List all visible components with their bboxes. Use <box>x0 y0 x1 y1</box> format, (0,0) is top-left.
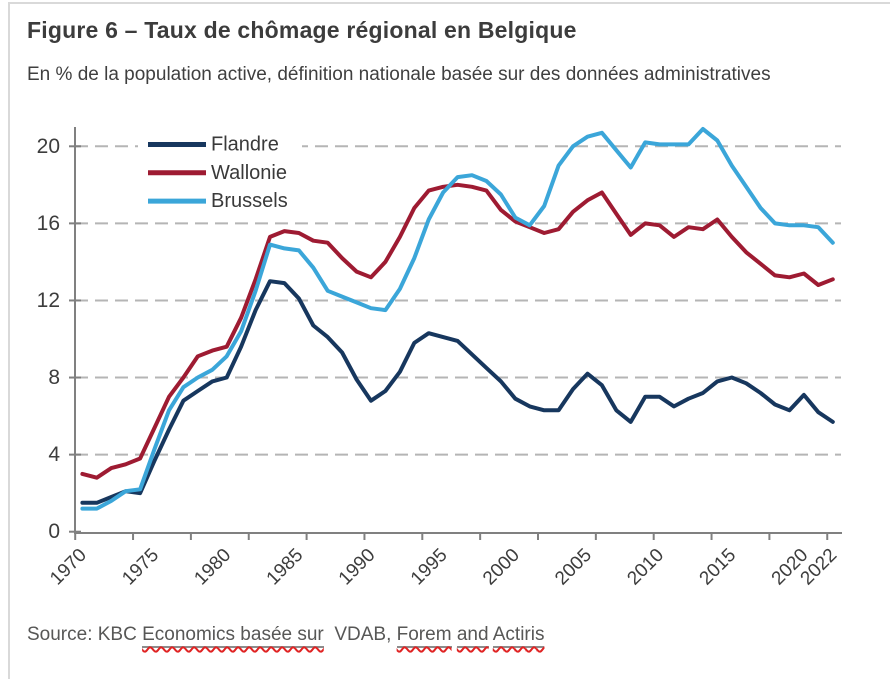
y-tick-label-8: 8 <box>48 366 60 389</box>
x-tick-label-1990: 1990 <box>335 545 380 590</box>
series-line-wallonie <box>80 182 835 480</box>
y-tick-label-16: 16 <box>37 212 60 235</box>
y-tick-label-0: 0 <box>48 520 60 543</box>
x-tick-label-1975: 1975 <box>118 545 163 590</box>
source-word-underlined: and <box>456 624 489 648</box>
legend-label-flandre: Flandre <box>211 134 279 156</box>
legend-label-wallonie: Wallonie <box>211 162 287 184</box>
y-tick-label-12: 12 <box>37 289 60 312</box>
source-word-underlined: Economics basée sur <box>142 624 324 648</box>
figure-subtitle: En % de la population active, définition… <box>27 64 771 85</box>
source-line: Source: KBC Economics basée sur VDAB, Fo… <box>27 624 867 648</box>
x-tick-label-1980: 1980 <box>190 545 235 590</box>
source-word-underlined: Forem <box>396 624 452 648</box>
x-tick-label-2015: 2015 <box>696 545 741 590</box>
legend-label-brussels: Brussels <box>211 190 288 212</box>
x-tick-label-2005: 2005 <box>551 545 596 590</box>
y-tick-label-4: 4 <box>48 443 60 466</box>
y-tick-label-20: 20 <box>37 135 60 158</box>
series-line-brussels <box>80 127 835 511</box>
x-tick-label-2010: 2010 <box>623 545 668 590</box>
top-border-line <box>9 2 890 4</box>
source-word-underlined: Actiris <box>492 624 545 648</box>
left-border-line <box>8 2 10 679</box>
source-text: Source: KBC <box>27 624 143 645</box>
series-line-flandre <box>80 279 835 505</box>
source-text: VDAB, <box>323 624 397 645</box>
x-tick-label-1970: 1970 <box>46 545 91 590</box>
figure-title: Figure 6 – Taux de chômage régional en B… <box>27 17 577 43</box>
x-tick-label-1985: 1985 <box>263 545 308 590</box>
x-tick-label-1995: 1995 <box>407 545 452 590</box>
x-tick-label-2000: 2000 <box>479 545 524 590</box>
